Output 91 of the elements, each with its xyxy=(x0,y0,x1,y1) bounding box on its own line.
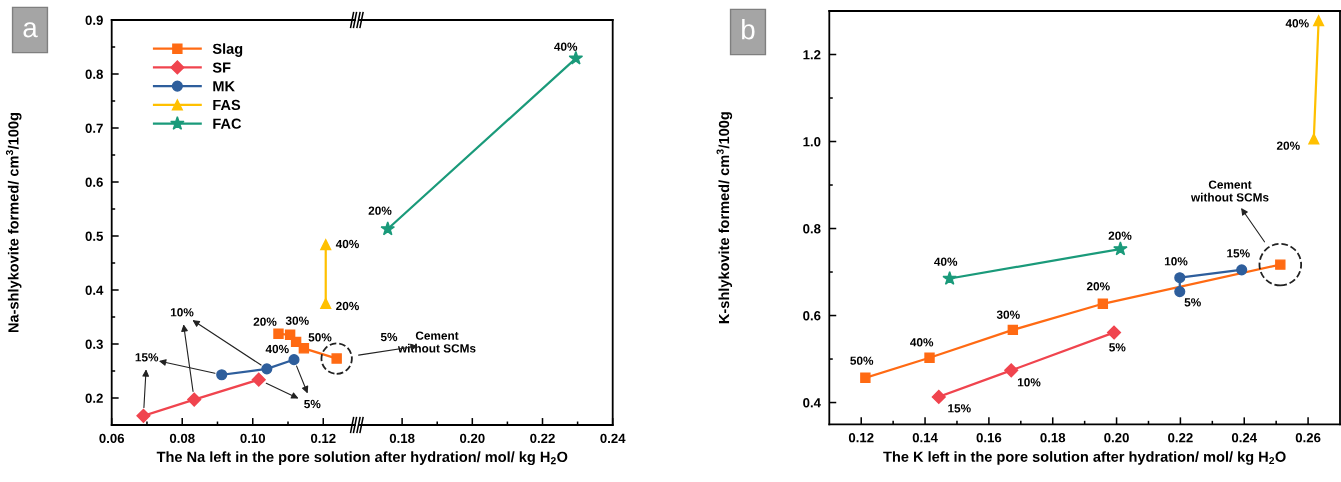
legend-label: FAS xyxy=(213,99,241,111)
annotation: 20% xyxy=(336,301,359,311)
point xyxy=(1308,133,1320,145)
annotation: 5% xyxy=(304,399,321,409)
y-tick-label: 0.9 xyxy=(85,15,103,25)
x-tick-label: 0.18 xyxy=(389,433,415,444)
x-tick-label: 0.22 xyxy=(1168,432,1193,443)
y-tick-label: 0.3 xyxy=(85,339,103,349)
legend-label: MK xyxy=(213,81,235,92)
annotation: 15% xyxy=(135,353,159,362)
x-tick-label: 0.06 xyxy=(99,433,125,444)
x-tick-label: 0.22 xyxy=(530,433,555,444)
x-tick-label: 0.24 xyxy=(600,433,626,444)
annotation: 50% xyxy=(850,356,874,365)
point xyxy=(1236,264,1248,276)
x-tick-label: 0.18 xyxy=(1040,432,1066,443)
point xyxy=(187,392,202,407)
chart-title: a xyxy=(23,22,38,38)
point xyxy=(1174,286,1186,298)
point xyxy=(1097,298,1109,309)
y-tick-label: 0.6 xyxy=(803,311,821,321)
point xyxy=(216,369,228,381)
annotation: 5% xyxy=(380,332,398,342)
x-tick-label: 0.16 xyxy=(976,432,1002,443)
legend-label: FAC xyxy=(213,118,242,129)
y-tick-label: 0.6 xyxy=(85,177,103,187)
x-tick-label: 0.20 xyxy=(459,433,485,444)
annotation: 40% xyxy=(265,344,289,354)
y-axis-title: K-shlykovite formed/ cm$^{3}$/100g xyxy=(716,112,733,324)
point xyxy=(1007,324,1019,336)
y-tick-label: 0.8 xyxy=(803,224,821,234)
point xyxy=(320,297,332,310)
annotation: 40% xyxy=(934,257,958,266)
y-tick-label: 0.7 xyxy=(85,123,103,133)
point xyxy=(1113,241,1128,256)
point xyxy=(288,354,300,366)
y-tick-label: 0.5 xyxy=(85,231,103,241)
annotation: 10% xyxy=(1164,257,1188,266)
point xyxy=(273,328,284,339)
annotation: 20% xyxy=(1108,231,1132,240)
y-tick-label: 0.2 xyxy=(85,393,103,403)
chart-title: b xyxy=(742,19,755,40)
annotation: 15% xyxy=(948,404,971,413)
x-tick-label: 0.14 xyxy=(912,432,938,443)
annotation: 40% xyxy=(335,239,359,249)
y-tick-label: 1.2 xyxy=(803,50,821,60)
annotation: 10% xyxy=(1017,378,1041,387)
point xyxy=(931,389,946,404)
annotation: Cement without SCMs xyxy=(1190,180,1269,202)
x-tick-label: 0.26 xyxy=(1295,432,1321,443)
annotation: 30% xyxy=(996,310,1020,319)
x-axis-title: The Na left in the pore solution after hydration/ mol/ kg H$_{2}$O xyxy=(156,451,568,465)
point xyxy=(298,343,310,354)
point xyxy=(942,270,957,285)
point xyxy=(1174,272,1186,284)
annotation: 20% xyxy=(1086,282,1110,291)
annotation: 20% xyxy=(368,206,392,215)
point xyxy=(1004,363,1019,378)
y-axis-title: Na-shlykovite formed/ cm$^{3}$/100g xyxy=(5,113,22,333)
x-tick-label: 0.24 xyxy=(1231,432,1258,443)
y-tick-label: 0.4 xyxy=(85,285,104,295)
point xyxy=(924,352,935,363)
annotation: 40% xyxy=(1285,19,1309,28)
annotation: 40% xyxy=(910,338,934,347)
annotation: 50% xyxy=(308,333,332,342)
point xyxy=(136,408,151,423)
point xyxy=(251,372,266,387)
point xyxy=(860,372,871,383)
annotation: 10% xyxy=(170,308,194,317)
annotation: 40% xyxy=(554,42,578,51)
annotation: 15% xyxy=(1227,249,1250,258)
legend-label: SF xyxy=(212,62,231,73)
annotation: 5% xyxy=(1109,343,1126,352)
annotation: 30% xyxy=(285,316,309,325)
y-tick-label: 0.4 xyxy=(803,398,821,408)
point xyxy=(1106,325,1122,340)
point xyxy=(320,239,332,251)
x-axis-title: The K left in the pore solution after hydration/ mol/ kg H$_{2}$O xyxy=(883,451,1286,465)
annotation: 20% xyxy=(253,317,277,326)
x-tick-label: 0.20 xyxy=(1104,432,1129,443)
annotation: 5% xyxy=(1184,298,1201,307)
x-tick-label: 0.10 xyxy=(240,433,266,444)
y-tick-label: 1.0 xyxy=(803,137,821,147)
x-tick-label: 0.12 xyxy=(848,432,874,443)
x-tick-label: 0.08 xyxy=(169,433,195,444)
annotation: 20% xyxy=(1276,141,1300,150)
legend-label: Slag xyxy=(212,43,243,57)
x-tick-label: 0.12 xyxy=(310,433,336,444)
point xyxy=(1313,15,1325,27)
y-tick-label: 0.8 xyxy=(85,69,103,79)
point xyxy=(261,363,273,375)
